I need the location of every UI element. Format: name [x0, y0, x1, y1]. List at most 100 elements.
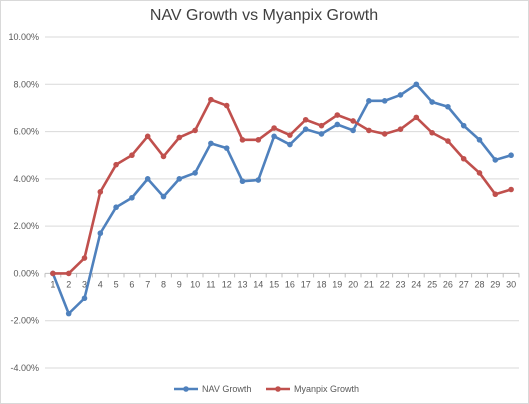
data-point	[302, 126, 309, 133]
legend-swatch-marker	[275, 386, 281, 392]
x-tick-label: 17	[301, 279, 311, 289]
data-point	[429, 129, 435, 136]
x-tick-label: 29	[490, 279, 500, 289]
x-tick-label: 16	[285, 279, 295, 289]
data-point	[334, 112, 341, 118]
data-point	[113, 161, 119, 168]
data-point	[65, 310, 72, 317]
data-point	[318, 122, 325, 129]
x-tick-label: 25	[427, 279, 437, 289]
y-tick-label: 0.00%	[13, 268, 39, 278]
x-tick-label: 10	[190, 279, 200, 289]
x-tick-label: 6	[129, 279, 134, 289]
x-tick-label: 21	[364, 279, 374, 289]
x-tick-label: 12	[222, 279, 232, 289]
x-tick-label: 24	[411, 279, 421, 289]
x-tick-label: 2	[66, 279, 71, 289]
series-1	[50, 81, 514, 317]
data-point	[81, 255, 88, 261]
x-tick-label: 19	[332, 279, 342, 289]
data-point	[413, 81, 420, 88]
data-point	[334, 121, 341, 128]
data-point	[302, 116, 309, 123]
data-point	[476, 170, 483, 176]
gridlines	[45, 36, 519, 369]
y-tick-label: 10.00%	[8, 32, 39, 42]
data-point	[144, 176, 151, 182]
y-tick-label: -4.00%	[10, 363, 39, 373]
y-tick-label: 6.00%	[13, 127, 39, 137]
data-point	[366, 98, 372, 104]
x-tick-label: 26	[443, 279, 453, 289]
data-point	[508, 186, 514, 193]
data-point	[318, 131, 325, 137]
data-point	[208, 96, 214, 103]
data-point	[350, 118, 356, 124]
x-axis: 1 2 3 4 5 6 7 8 9 10 11 12 13 14 15 16 17 18 19 20 21 22 23 24 2…	[44, 272, 520, 289]
data-point	[287, 141, 293, 148]
data-point	[223, 102, 230, 109]
data-point	[208, 140, 214, 147]
series-2	[50, 96, 514, 277]
data-point	[50, 270, 56, 277]
data-point	[255, 137, 262, 143]
data-point	[255, 177, 262, 183]
data-point	[492, 191, 499, 198]
data-point	[397, 92, 404, 98]
series-line	[51, 98, 513, 275]
x-tick-label: 20	[348, 279, 358, 289]
x-tick-label: 5	[114, 279, 119, 289]
y-tick-label: 2.00%	[13, 221, 39, 231]
x-tick-label: 13	[237, 279, 247, 289]
legend-label: Myanpix Growth	[294, 384, 359, 394]
data-point	[129, 194, 135, 201]
data-point	[239, 178, 246, 185]
y-tick-label: 8.00%	[13, 79, 39, 89]
x-tick-label: 23	[395, 279, 405, 289]
data-point	[192, 127, 198, 134]
x-tick-label: 14	[253, 279, 263, 289]
x-tick-label: 30	[506, 279, 516, 289]
data-point	[65, 270, 72, 277]
data-point	[239, 137, 246, 143]
data-point	[81, 295, 88, 302]
data-point	[366, 127, 372, 134]
data-point	[397, 126, 404, 133]
data-point	[381, 131, 388, 137]
data-point	[476, 137, 483, 143]
legend: NAV Growth Myanpix Growth	[174, 384, 359, 394]
x-tick-label: 8	[161, 279, 166, 289]
x-tick-label: 11	[206, 279, 215, 289]
data-point	[144, 133, 151, 140]
x-tick-label: 15	[269, 279, 279, 289]
data-point	[176, 176, 183, 182]
data-point	[287, 132, 293, 138]
y-tick-label: 4.00%	[13, 174, 39, 184]
x-tick-label: 1	[50, 279, 55, 289]
data-point	[271, 125, 277, 131]
x-tick-label: 27	[459, 279, 469, 289]
chart-title: NAV Growth vs Myanpix Growth	[150, 7, 378, 24]
data-point	[413, 114, 420, 121]
data-point	[176, 134, 183, 141]
data-point	[350, 127, 356, 134]
legend-swatch-marker	[183, 386, 189, 392]
data-point	[460, 122, 467, 129]
legend-item: Myanpix Growth	[266, 384, 359, 394]
y-axis-ticks: -4.00% -2.00% 0.00% 2.00% 4.00% 6.00% 8.00% 10.…	[8, 32, 39, 373]
data-point	[445, 138, 451, 144]
data-point	[129, 152, 135, 159]
data-point	[192, 170, 198, 176]
data-point	[508, 152, 514, 159]
data-point	[271, 133, 277, 140]
x-tick-label: 9	[177, 279, 182, 289]
legend-item: NAV Growth	[174, 384, 251, 394]
x-tick-label: 28	[474, 279, 484, 289]
y-tick-label: -2.00%	[10, 316, 39, 326]
data-point	[445, 103, 451, 110]
data-point	[97, 189, 104, 195]
legend-label: NAV Growth	[202, 384, 251, 394]
data-point	[160, 153, 167, 160]
